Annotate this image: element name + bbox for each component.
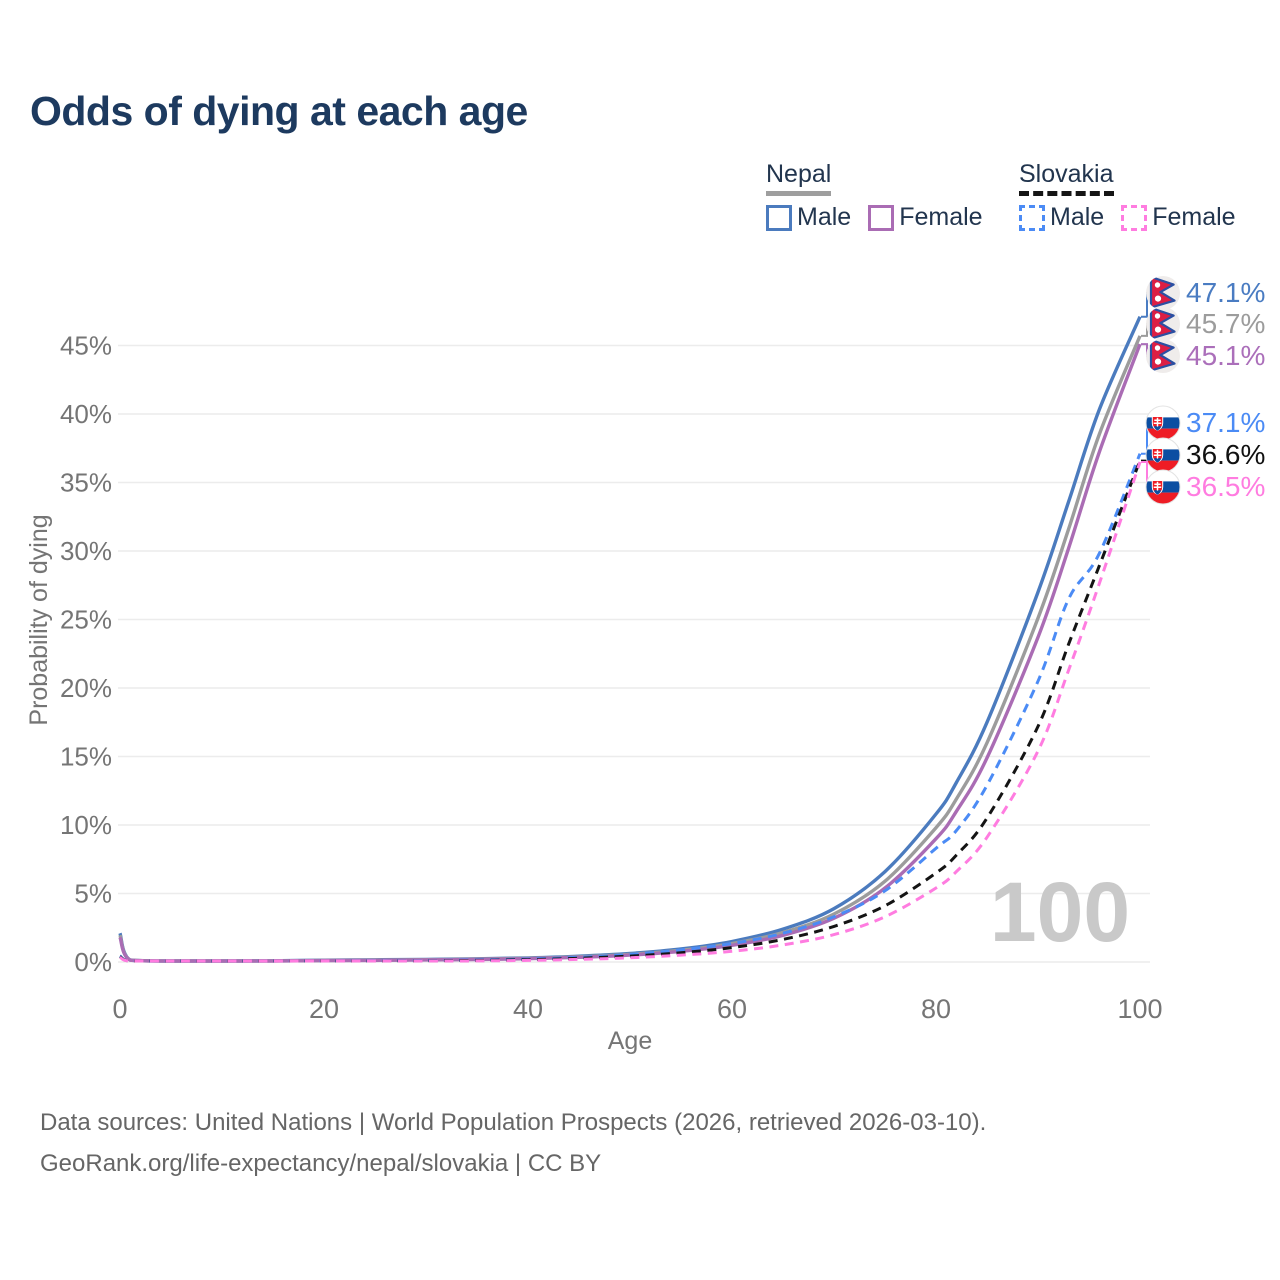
y-tick-label: 35%	[60, 468, 112, 498]
end-label-value: 47.1%	[1186, 277, 1265, 308]
x-axis-tick-labels: 0 20 40 60 80 100	[112, 994, 1162, 1024]
y-tick-label: 25%	[60, 605, 112, 635]
series-lines	[118, 316, 1142, 963]
legend-item-slovakia-male[interactable]: Male	[1019, 203, 1104, 232]
legend-header-slovakia: Slovakia	[1019, 160, 1114, 196]
y-tick-label: 30%	[60, 536, 112, 566]
y-tick-label: 15%	[60, 742, 112, 772]
legend-swatch-slovakia-male-icon[interactable]	[1019, 204, 1045, 231]
x-tick-label: 20	[309, 994, 339, 1024]
slovakia-flag-icon	[1146, 406, 1180, 440]
y-tick-label: 40%	[60, 399, 112, 429]
legend-item-nepal-female[interactable]: Female	[868, 203, 983, 232]
series-end-labels: 47.1%45.7%45.1% 37.1%36.6%36.5%	[1141, 276, 1265, 504]
end-label-value: 36.5%	[1186, 471, 1265, 502]
legend-group-slovakia: Slovakia Male Female	[1019, 160, 1253, 232]
y-axis-tick-labels: 0% 5% 10% 15% 20% 25% 30% 35% 40% 45%	[60, 331, 112, 978]
legend-group-nepal: Nepal Male Female	[766, 160, 1000, 232]
y-tick-label: 10%	[60, 810, 112, 840]
series-line-nepal-female[interactable]	[118, 343, 1142, 963]
nepal-flag-icon	[1146, 339, 1180, 373]
axis-labels: Age Probability of dying	[25, 514, 652, 1055]
x-tick-label: 100	[1117, 994, 1162, 1024]
legend-label-slovakia-female: Female	[1152, 203, 1236, 231]
end-label-value: 45.7%	[1186, 308, 1265, 339]
legend-swatch-slovakia-female-icon[interactable]	[1121, 204, 1148, 231]
end-label-value: 45.1%	[1186, 340, 1265, 371]
y-axis-label: Probability of dying	[25, 514, 53, 725]
x-tick-label: 80	[921, 994, 951, 1024]
series-line-nepal-both-sexes[interactable]	[118, 335, 1142, 963]
y-tick-label: 45%	[60, 331, 112, 361]
nepal-flag-icon	[1146, 276, 1180, 310]
legend-label-nepal-male: Male	[797, 203, 852, 231]
end-label-value: 36.6%	[1186, 439, 1265, 470]
page-title: Odds of dying at each age	[30, 88, 528, 134]
slovakia-flag-icon	[1146, 470, 1180, 504]
legend-header-nepal: Nepal	[766, 160, 832, 196]
y-tick-label: 5%	[74, 879, 112, 909]
series-line-slovakia-both-sexes[interactable]	[119, 460, 1142, 963]
legend-swatch-nepal-female-icon[interactable]	[868, 204, 895, 231]
data-source-footer: Data sources: United Nations | World Pop…	[40, 1102, 986, 1184]
legend-label-slovakia-male: Male	[1050, 203, 1105, 231]
x-tick-label: 0	[112, 994, 127, 1024]
legend-item-slovakia-female[interactable]: Female	[1121, 203, 1236, 232]
footer-line-2: GeoRank.org/life-expectancy/nepal/slovak…	[40, 1150, 602, 1177]
y-tick-label: 20%	[60, 673, 112, 703]
legend-items-slovakia: Male Female	[1019, 203, 1253, 232]
series-line-slovakia-male[interactable]	[119, 453, 1142, 963]
watermark: 100	[990, 865, 1130, 959]
legend-label-nepal-female: Female	[899, 203, 983, 231]
slovakia-flag-icon	[1146, 438, 1180, 472]
legend-items-nepal: Male Female	[766, 203, 1000, 232]
x-tick-label: 40	[513, 994, 543, 1024]
footer-line-1: Data sources: United Nations | World Pop…	[40, 1109, 987, 1136]
end-label-value: 37.1%	[1186, 407, 1265, 438]
x-tick-label: 60	[717, 994, 747, 1024]
nepal-flag-icon	[1146, 307, 1180, 341]
series-line-slovakia-female[interactable]	[119, 461, 1142, 963]
x-axis-label: Age	[608, 1027, 652, 1055]
legend-swatch-nepal-male-icon[interactable]	[766, 204, 792, 231]
legend-item-nepal-male[interactable]: Male	[766, 203, 851, 232]
y-tick-label: 0%	[74, 947, 112, 977]
age-watermark: 100	[990, 865, 1130, 959]
